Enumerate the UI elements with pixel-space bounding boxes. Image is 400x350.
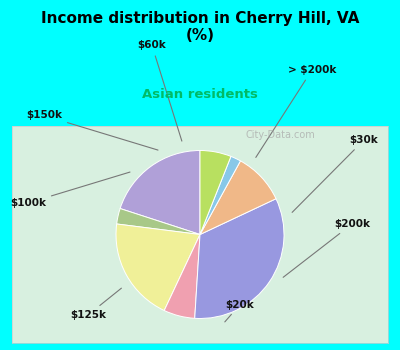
Wedge shape	[200, 150, 231, 234]
Text: $150k: $150k	[26, 111, 158, 150]
Text: $100k: $100k	[10, 172, 130, 208]
Text: $20k: $20k	[225, 300, 254, 322]
Wedge shape	[116, 224, 200, 310]
Text: $125k: $125k	[70, 288, 122, 320]
Wedge shape	[117, 209, 200, 235]
Text: Asian residents: Asian residents	[142, 88, 258, 100]
Text: $30k: $30k	[292, 135, 378, 212]
Text: > $200k: > $200k	[256, 65, 336, 158]
Text: Income distribution in Cherry Hill, VA
(%): Income distribution in Cherry Hill, VA (…	[41, 10, 359, 43]
Text: City-Data.com: City-Data.com	[245, 130, 315, 140]
Text: $200k: $200k	[283, 219, 370, 277]
Wedge shape	[120, 150, 200, 234]
Wedge shape	[195, 199, 284, 318]
Wedge shape	[200, 156, 240, 235]
Wedge shape	[200, 161, 276, 234]
Wedge shape	[164, 234, 200, 318]
Text: $60k: $60k	[138, 41, 182, 141]
